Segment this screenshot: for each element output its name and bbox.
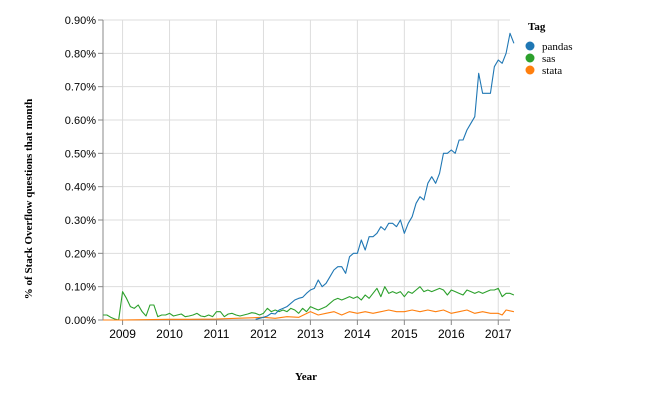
y-tick-label: 0.30% — [65, 215, 96, 227]
x-tick-label: 2013 — [297, 327, 324, 341]
legend-title: Tag — [528, 21, 546, 33]
legend-label-stata: stata — [542, 65, 562, 77]
grid-layer — [103, 19, 510, 321]
legend-label-sas: sas — [542, 53, 555, 65]
x-tick-label: 2012 — [250, 327, 277, 341]
legend-symbol-sas — [525, 53, 535, 63]
legend-label-pandas: pandas — [542, 41, 573, 53]
x-tick-label: 2011 — [204, 327, 230, 341]
x-tick-label: 2015 — [391, 327, 418, 341]
legend-symbol-stata — [525, 65, 535, 75]
y-tick-label: 0.90% — [65, 15, 96, 27]
y-tick-label: 0.60% — [65, 115, 96, 127]
y-tick-label: 0.20% — [65, 248, 96, 260]
legend-symbol-pandas — [525, 41, 535, 51]
x-tick-label: 2016 — [438, 327, 465, 341]
y-axis-title: % of Stack Overflow questions that month — [23, 99, 35, 299]
x-tick-label: 2010 — [156, 327, 183, 341]
y-tick-label: 0.70% — [65, 82, 96, 94]
y-tick-label: 0.40% — [65, 182, 96, 194]
series-layer — [103, 32, 515, 321]
x-tick-label: 2009 — [109, 327, 136, 341]
y-tick-label: 0.80% — [65, 48, 96, 60]
series-line-sas — [103, 286, 515, 321]
x-tick-label: 2014 — [344, 327, 371, 341]
x-tick-label: 2017 — [485, 327, 512, 341]
series-line-pandas — [255, 32, 515, 320]
y-tick-label: 0.50% — [65, 148, 96, 160]
x-axis-title: Year — [295, 371, 317, 383]
y-tick-label: 0.00% — [65, 315, 96, 327]
axes-layer: 0.00% 0.10% 0.20% 0.30% 0.40% 0.50% 0.60% 0.70%… — [65, 15, 512, 341]
series-line-stata — [103, 309, 515, 321]
y-tick-label: 0.10% — [65, 282, 96, 294]
